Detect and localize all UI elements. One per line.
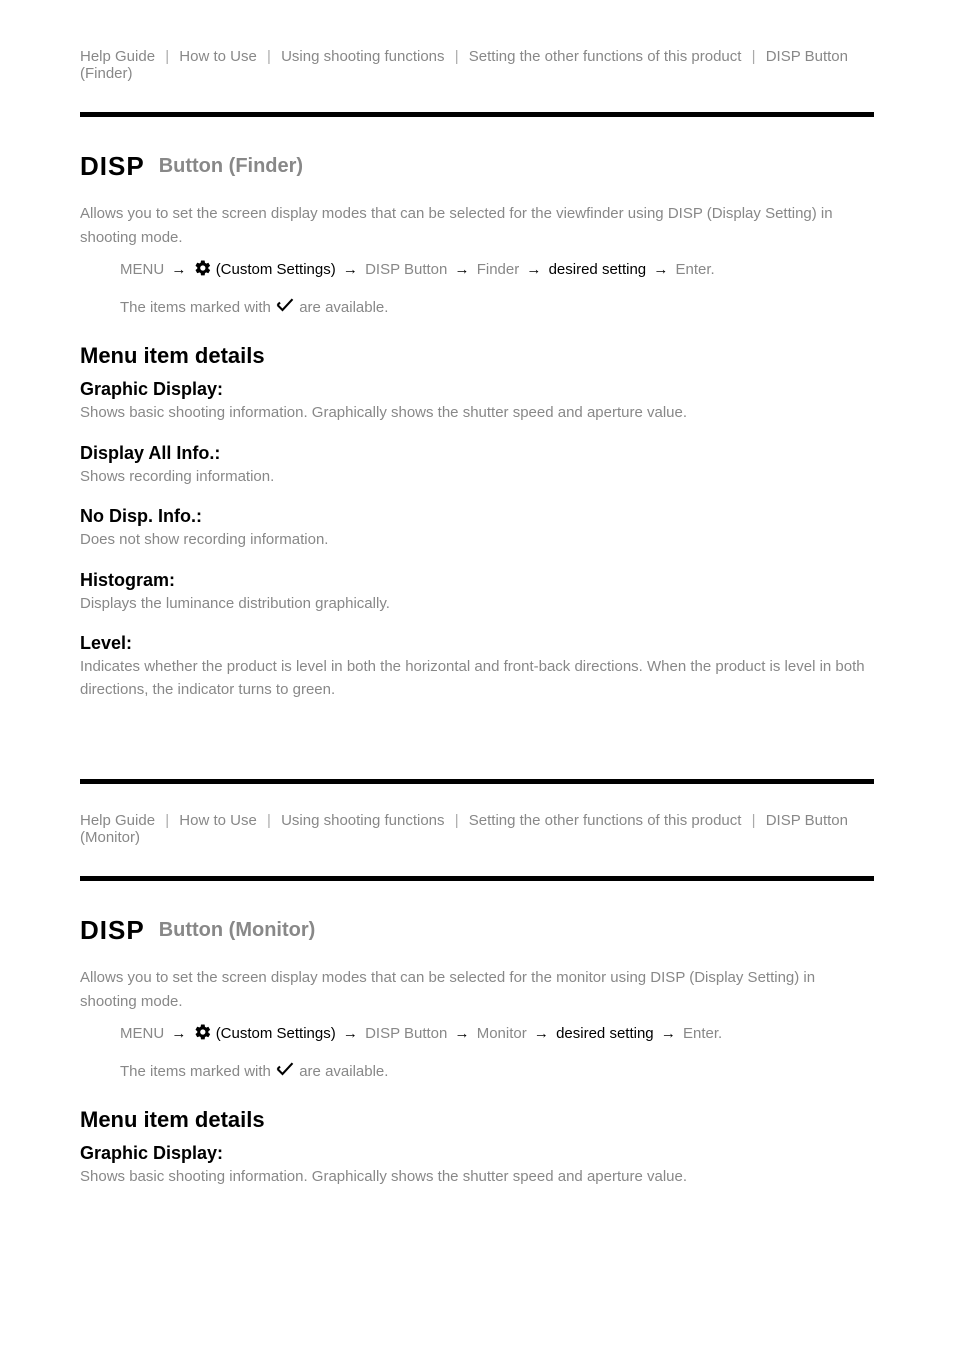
crumb-sep: | — [159, 812, 175, 829]
breadcrumb-2: Help Guide | How to Use | Using shooting… — [0, 812, 954, 858]
arrow: → — [658, 1025, 679, 1042]
check-icon — [275, 295, 295, 326]
item-desc: Does not show recording information. — [80, 529, 874, 552]
crumb: Using shooting functions — [281, 812, 444, 829]
item-desc: Indicates whether the product is level i… — [80, 656, 874, 701]
item-label: Histogram: — [80, 570, 874, 591]
crumb-sep: | — [746, 48, 762, 65]
menu-path: MENU → (Custom Settings) → DISP Button →… — [0, 1020, 954, 1052]
enter-label: Enter. — [675, 261, 714, 278]
enter-label: Enter. — [683, 1025, 722, 1042]
disp-badge: DISP — [80, 145, 145, 188]
menu-item-details-heading: Menu item details — [80, 1107, 874, 1133]
arrow: → — [168, 1025, 189, 1042]
finalize-line: The items marked with are available. — [0, 294, 954, 326]
item-desc: Displays the luminance distribution grap… — [80, 593, 874, 616]
crumb-sep: | — [449, 812, 465, 829]
item-desc: Shows basic shooting information. Graphi… — [80, 402, 874, 425]
desired-setting-label: desired setting — [549, 261, 647, 278]
finalize-pre: The items marked with — [120, 299, 275, 316]
crumb: Using shooting functions — [281, 48, 444, 65]
title-row-1: DISP Button (Finder) — [0, 145, 954, 188]
item-label: Display All Info.: — [80, 443, 874, 464]
page: Help Guide | How to Use | Using shooting… — [0, 0, 954, 1189]
arrow: → — [340, 261, 361, 278]
finalize-post: are available. — [299, 1063, 388, 1080]
menu-lead: MENU — [120, 261, 164, 278]
arrow: → — [340, 1025, 361, 1042]
arrow: → — [452, 261, 473, 278]
crumb: Setting the other functions of this prod… — [469, 812, 742, 829]
custom-settings-label: (Custom Settings) — [216, 1025, 336, 1042]
divider — [80, 779, 874, 784]
finalize-pre: The items marked with — [120, 1063, 275, 1080]
crumb-sep: | — [261, 812, 277, 829]
menu-item-details-heading: Menu item details — [80, 343, 874, 369]
crumb-sep: | — [261, 48, 277, 65]
item-label: Graphic Display: — [80, 379, 874, 400]
crumb-sep: | — [159, 48, 175, 65]
intro-text: Allows you to set the screen display mod… — [0, 202, 954, 250]
item-desc: Shows recording information. — [80, 466, 874, 489]
divider — [80, 876, 874, 881]
gear-icon — [194, 259, 212, 288]
breadcrumb-1: Help Guide | How to Use | Using shooting… — [0, 0, 954, 94]
item-label: Level: — [80, 633, 874, 654]
finalize-line: The items marked with are available. — [0, 1058, 954, 1090]
title-row-2: DISP Button (Monitor) — [0, 909, 954, 952]
desired-setting-label: desired setting — [556, 1025, 654, 1042]
crumb: How to Use — [179, 812, 257, 829]
crumb-sep: | — [746, 812, 762, 829]
page-title: Button (Finder) — [159, 155, 303, 178]
crumb: How to Use — [179, 48, 257, 65]
finalize-post: are available. — [299, 299, 388, 316]
arrow: → — [650, 261, 671, 278]
item-desc: Shows basic shooting information. Graphi… — [80, 1166, 874, 1189]
menu-path: MENU → (Custom Settings) → DISP Button →… — [0, 256, 954, 288]
arrow: → — [523, 261, 544, 278]
arrow: → — [531, 1025, 552, 1042]
finder-label: Finder — [477, 261, 520, 278]
item-label: No Disp. Info.: — [80, 506, 874, 527]
disp-button-label: DISP Button — [365, 1025, 447, 1042]
check-icon — [275, 1059, 295, 1090]
divider — [80, 112, 874, 117]
crumb: Setting the other functions of this prod… — [469, 48, 742, 65]
custom-settings-label: (Custom Settings) — [216, 261, 336, 278]
item-label: Graphic Display: — [80, 1143, 874, 1164]
arrow: → — [168, 261, 189, 278]
spacer — [0, 719, 954, 761]
menu-lead: MENU — [120, 1025, 164, 1042]
crumb: Help Guide — [80, 812, 155, 829]
disp-badge: DISP — [80, 909, 145, 952]
disp-button-label: DISP Button — [365, 261, 447, 278]
intro-text: Allows you to set the screen display mod… — [0, 966, 954, 1014]
crumb-sep: | — [449, 48, 465, 65]
arrow: → — [452, 1025, 473, 1042]
page-title: Button (Monitor) — [159, 919, 316, 942]
monitor-label: Monitor — [477, 1025, 527, 1042]
gear-icon — [194, 1023, 212, 1052]
crumb: Help Guide — [80, 48, 155, 65]
